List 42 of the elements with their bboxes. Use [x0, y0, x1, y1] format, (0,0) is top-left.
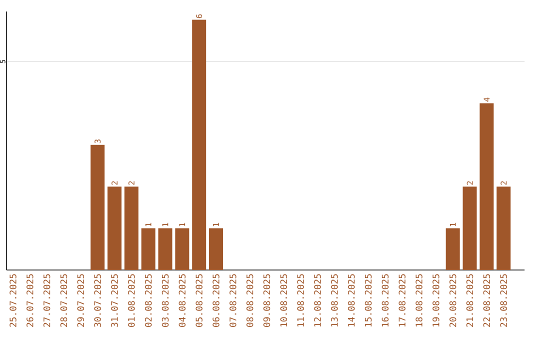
x-tick-label: 02.08.2025 [144, 274, 152, 327]
x-tick-label: 20.08.2025 [449, 274, 456, 327]
x-tick-label: 14.08.2025 [348, 274, 355, 326]
bar [175, 228, 190, 270]
x-tick-label: 22.08.2025 [483, 274, 490, 327]
x-tick-label: 25.07.2025 [10, 274, 16, 327]
x-tick-label: 08.08.2025 [246, 274, 254, 327]
x-tick-label: 07.08.2025 [230, 274, 236, 327]
bar [158, 228, 172, 270]
x-tick-label: 27.07.2025 [43, 274, 50, 327]
x-tick-label: 06.08.2025 [212, 274, 220, 327]
x-tick-label: 10.08.2025 [280, 274, 288, 326]
x-tick-label: 12.08.2025 [314, 274, 321, 326]
x-tick-label: 29.07.2025 [77, 274, 84, 327]
bar [90, 144, 105, 270]
bar [446, 228, 460, 270]
x-tick-label: 30.07.2025 [94, 274, 101, 327]
x-tick-label: 15.08.2025 [364, 274, 372, 326]
x-tick-label: 11.08.2025 [297, 274, 304, 326]
x-tick-label: 16.08.2025 [382, 274, 389, 326]
bar [462, 186, 477, 270]
x-tick-label: 28.07.2025 [60, 274, 68, 327]
x-tick-label: 23.08.2025 [500, 274, 507, 327]
x-tick-label: 05.08.2025 [196, 274, 202, 327]
bar [124, 186, 138, 270]
bar [141, 228, 156, 270]
x-tick-label: 03.08.2025 [162, 274, 169, 327]
x-tick-label: 04.08.2025 [178, 274, 186, 327]
bar [108, 186, 122, 270]
bar [480, 103, 494, 270]
x-tick-label: 13.08.2025 [331, 274, 338, 326]
x-tick-label: 26.07.2025 [26, 274, 34, 327]
x-tick-label: 31.07.2025 [111, 274, 118, 327]
x-tick-label: 21.08.2025 [466, 274, 474, 327]
x-tick-label: 17.08.2025 [398, 274, 406, 326]
x-tick-label: 19.08.2025 [432, 274, 440, 326]
x-tick-label: 18.08.2025 [416, 274, 422, 326]
x-tick-label: 09.08.2025 [263, 274, 270, 327]
bar [209, 228, 224, 270]
bar [496, 186, 511, 270]
bar [192, 20, 206, 270]
x-tick-label: 01.08.2025 [128, 274, 135, 327]
